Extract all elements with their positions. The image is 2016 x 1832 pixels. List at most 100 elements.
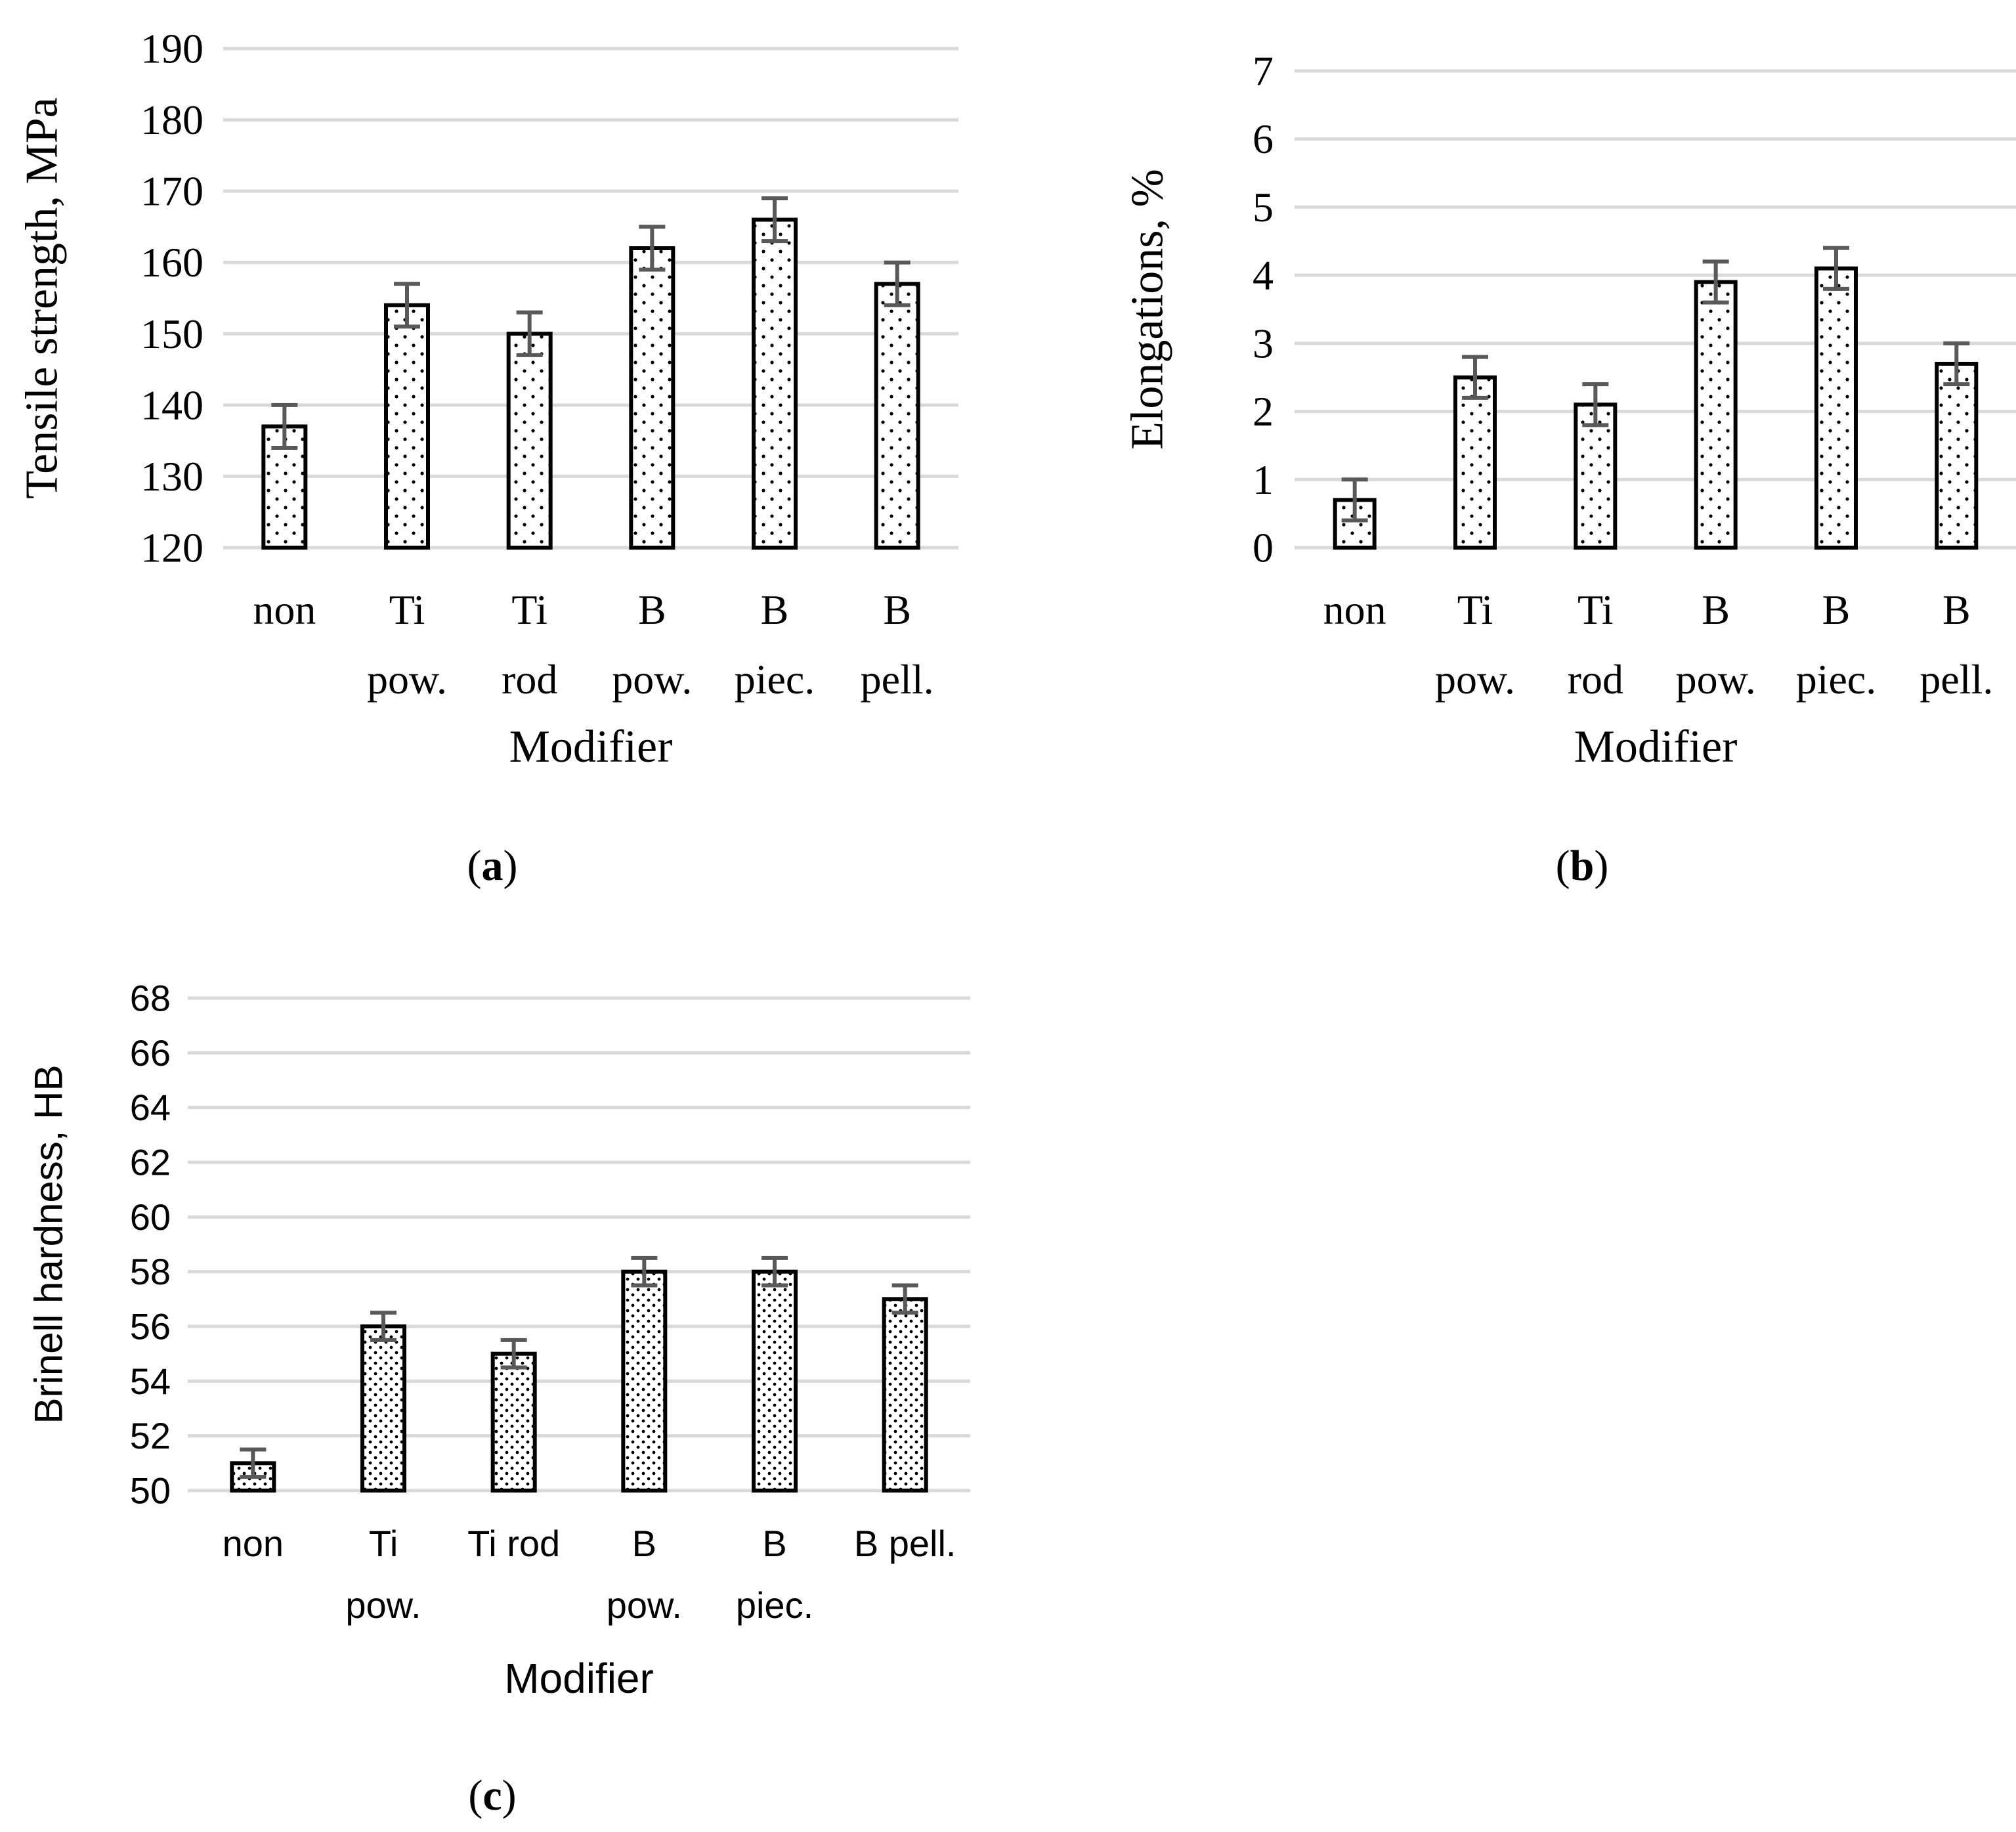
bar bbox=[1814, 266, 1858, 550]
bar bbox=[1694, 280, 1738, 550]
panel-label-open: ( bbox=[1556, 842, 1570, 890]
x-tick-label: pow. bbox=[612, 656, 692, 703]
x-tick-label: non bbox=[253, 586, 316, 633]
bar bbox=[1935, 361, 1979, 550]
error-bar bbox=[1943, 341, 1970, 387]
bar bbox=[752, 217, 798, 550]
error-bar bbox=[639, 225, 666, 272]
bar bbox=[384, 303, 430, 550]
error-bar bbox=[1582, 382, 1609, 427]
x-axis-title: Modifier bbox=[504, 1655, 654, 1702]
x-tick-label: pow. bbox=[1676, 656, 1756, 703]
x-tick-label: Ti bbox=[511, 586, 547, 633]
panel-label-letter: a bbox=[482, 842, 504, 890]
bar bbox=[874, 282, 920, 550]
y-tick-label: 1 bbox=[1253, 456, 1274, 503]
y-tick-label: 190 bbox=[140, 26, 204, 72]
y-tick-label: 3 bbox=[1253, 320, 1274, 366]
panel-label-open: ( bbox=[467, 842, 482, 890]
y-tick-label: 140 bbox=[140, 382, 204, 428]
x-tick-label: Ti bbox=[369, 1523, 398, 1564]
bar bbox=[490, 1351, 537, 1493]
x-tick-label: piec. bbox=[735, 656, 815, 703]
x-tick-label: pell. bbox=[861, 656, 934, 703]
y-tick-label: 64 bbox=[130, 1087, 171, 1128]
x-tick-label: pow. bbox=[607, 1584, 682, 1626]
x-tick-label: piec. bbox=[1796, 656, 1877, 703]
error-bar bbox=[394, 282, 420, 329]
y-tick-label: 60 bbox=[130, 1196, 171, 1238]
x-tick-label: Ti bbox=[1577, 586, 1614, 633]
panel-label: (b) bbox=[1556, 842, 1609, 890]
panel-label-open: ( bbox=[468, 1772, 483, 1820]
panel-label-close: ) bbox=[1594, 842, 1608, 890]
x-tick-label: Ti bbox=[1457, 586, 1493, 633]
y-tick-label: 68 bbox=[130, 978, 171, 1019]
bar bbox=[882, 1297, 928, 1493]
x-axis-title: Modifier bbox=[509, 722, 673, 772]
y-tick-label: 130 bbox=[140, 453, 204, 500]
error-bar bbox=[1702, 259, 1729, 305]
panel-label: (c) bbox=[468, 1772, 516, 1820]
y-tick-label: 0 bbox=[1253, 525, 1274, 571]
y-tick-label: 160 bbox=[140, 239, 204, 286]
y-axis-title: Elongations, % bbox=[1123, 169, 1173, 450]
error-bar bbox=[761, 196, 788, 244]
y-tick-label: 5 bbox=[1253, 184, 1274, 230]
bar bbox=[1574, 403, 1618, 550]
error-bar bbox=[1341, 477, 1368, 523]
x-tick-label: B bbox=[883, 586, 911, 633]
error-bar bbox=[631, 1255, 658, 1288]
error-bar bbox=[1462, 355, 1488, 400]
error-bar bbox=[500, 1338, 527, 1370]
x-tick-label: non bbox=[1323, 586, 1386, 633]
y-tick-label: 150 bbox=[140, 311, 204, 357]
y-tick-label: 4 bbox=[1253, 252, 1274, 299]
x-tick-label: B pell. bbox=[854, 1523, 956, 1564]
y-tick-label: 7 bbox=[1253, 48, 1274, 95]
panel-label-letter: c bbox=[483, 1772, 502, 1820]
error-bar bbox=[761, 1255, 788, 1288]
error-bar bbox=[1823, 246, 1849, 291]
y-tick-label: 58 bbox=[130, 1251, 171, 1292]
x-tick-label: rod bbox=[502, 656, 557, 703]
x-tick-label: B bbox=[1822, 586, 1851, 633]
x-tick-label: B bbox=[632, 1523, 656, 1564]
y-tick-label: 6 bbox=[1253, 116, 1274, 162]
y-tick-label: 120 bbox=[140, 525, 204, 571]
bar bbox=[1453, 375, 1497, 550]
y-tick-label: 66 bbox=[130, 1032, 171, 1074]
chart-panel-a: 120 130 140 150 160 170 180 190 non Ti pow. Ti rod Bp… bbox=[17, 26, 958, 890]
bar bbox=[629, 246, 676, 550]
error-bar bbox=[891, 1283, 918, 1315]
panel-label-close: ) bbox=[504, 842, 518, 890]
bar bbox=[621, 1269, 668, 1493]
x-tick-label: Ti bbox=[389, 586, 425, 633]
error-bar bbox=[884, 260, 911, 307]
bar bbox=[360, 1324, 406, 1493]
y-tick-label: 56 bbox=[130, 1306, 171, 1347]
y-tick-label: 2 bbox=[1253, 388, 1274, 435]
x-tick-label: pell. bbox=[1919, 656, 1993, 703]
x-tick-label: B bbox=[762, 1523, 786, 1564]
x-tick-label: pow. bbox=[1435, 656, 1515, 703]
panel-label-close: ) bbox=[502, 1772, 517, 1820]
x-tick-label: B bbox=[638, 586, 666, 633]
x-tick-label: Ti rod bbox=[467, 1523, 560, 1564]
x-tick-label: rod bbox=[1568, 656, 1623, 703]
error-bar bbox=[240, 1447, 267, 1479]
y-axis-title: Brinell hardness, HB bbox=[27, 1065, 71, 1424]
y-tick-label: 180 bbox=[140, 97, 204, 143]
x-tick-label: B bbox=[1702, 586, 1730, 633]
x-tick-label: B bbox=[1942, 586, 1971, 633]
error-bar bbox=[516, 310, 543, 357]
panel-label-letter: b bbox=[1570, 842, 1595, 890]
y-tick-label: 54 bbox=[130, 1361, 171, 1402]
chart-panel-c: 50 52 54 56 58 60 62 64 66 68 non Ti pow. Ti rod Bpow.… bbox=[27, 978, 970, 1820]
x-tick-label: pow. bbox=[345, 1584, 421, 1626]
x-tick-label: B bbox=[761, 586, 789, 633]
y-tick-label: 170 bbox=[140, 168, 204, 215]
bar bbox=[752, 1269, 798, 1493]
